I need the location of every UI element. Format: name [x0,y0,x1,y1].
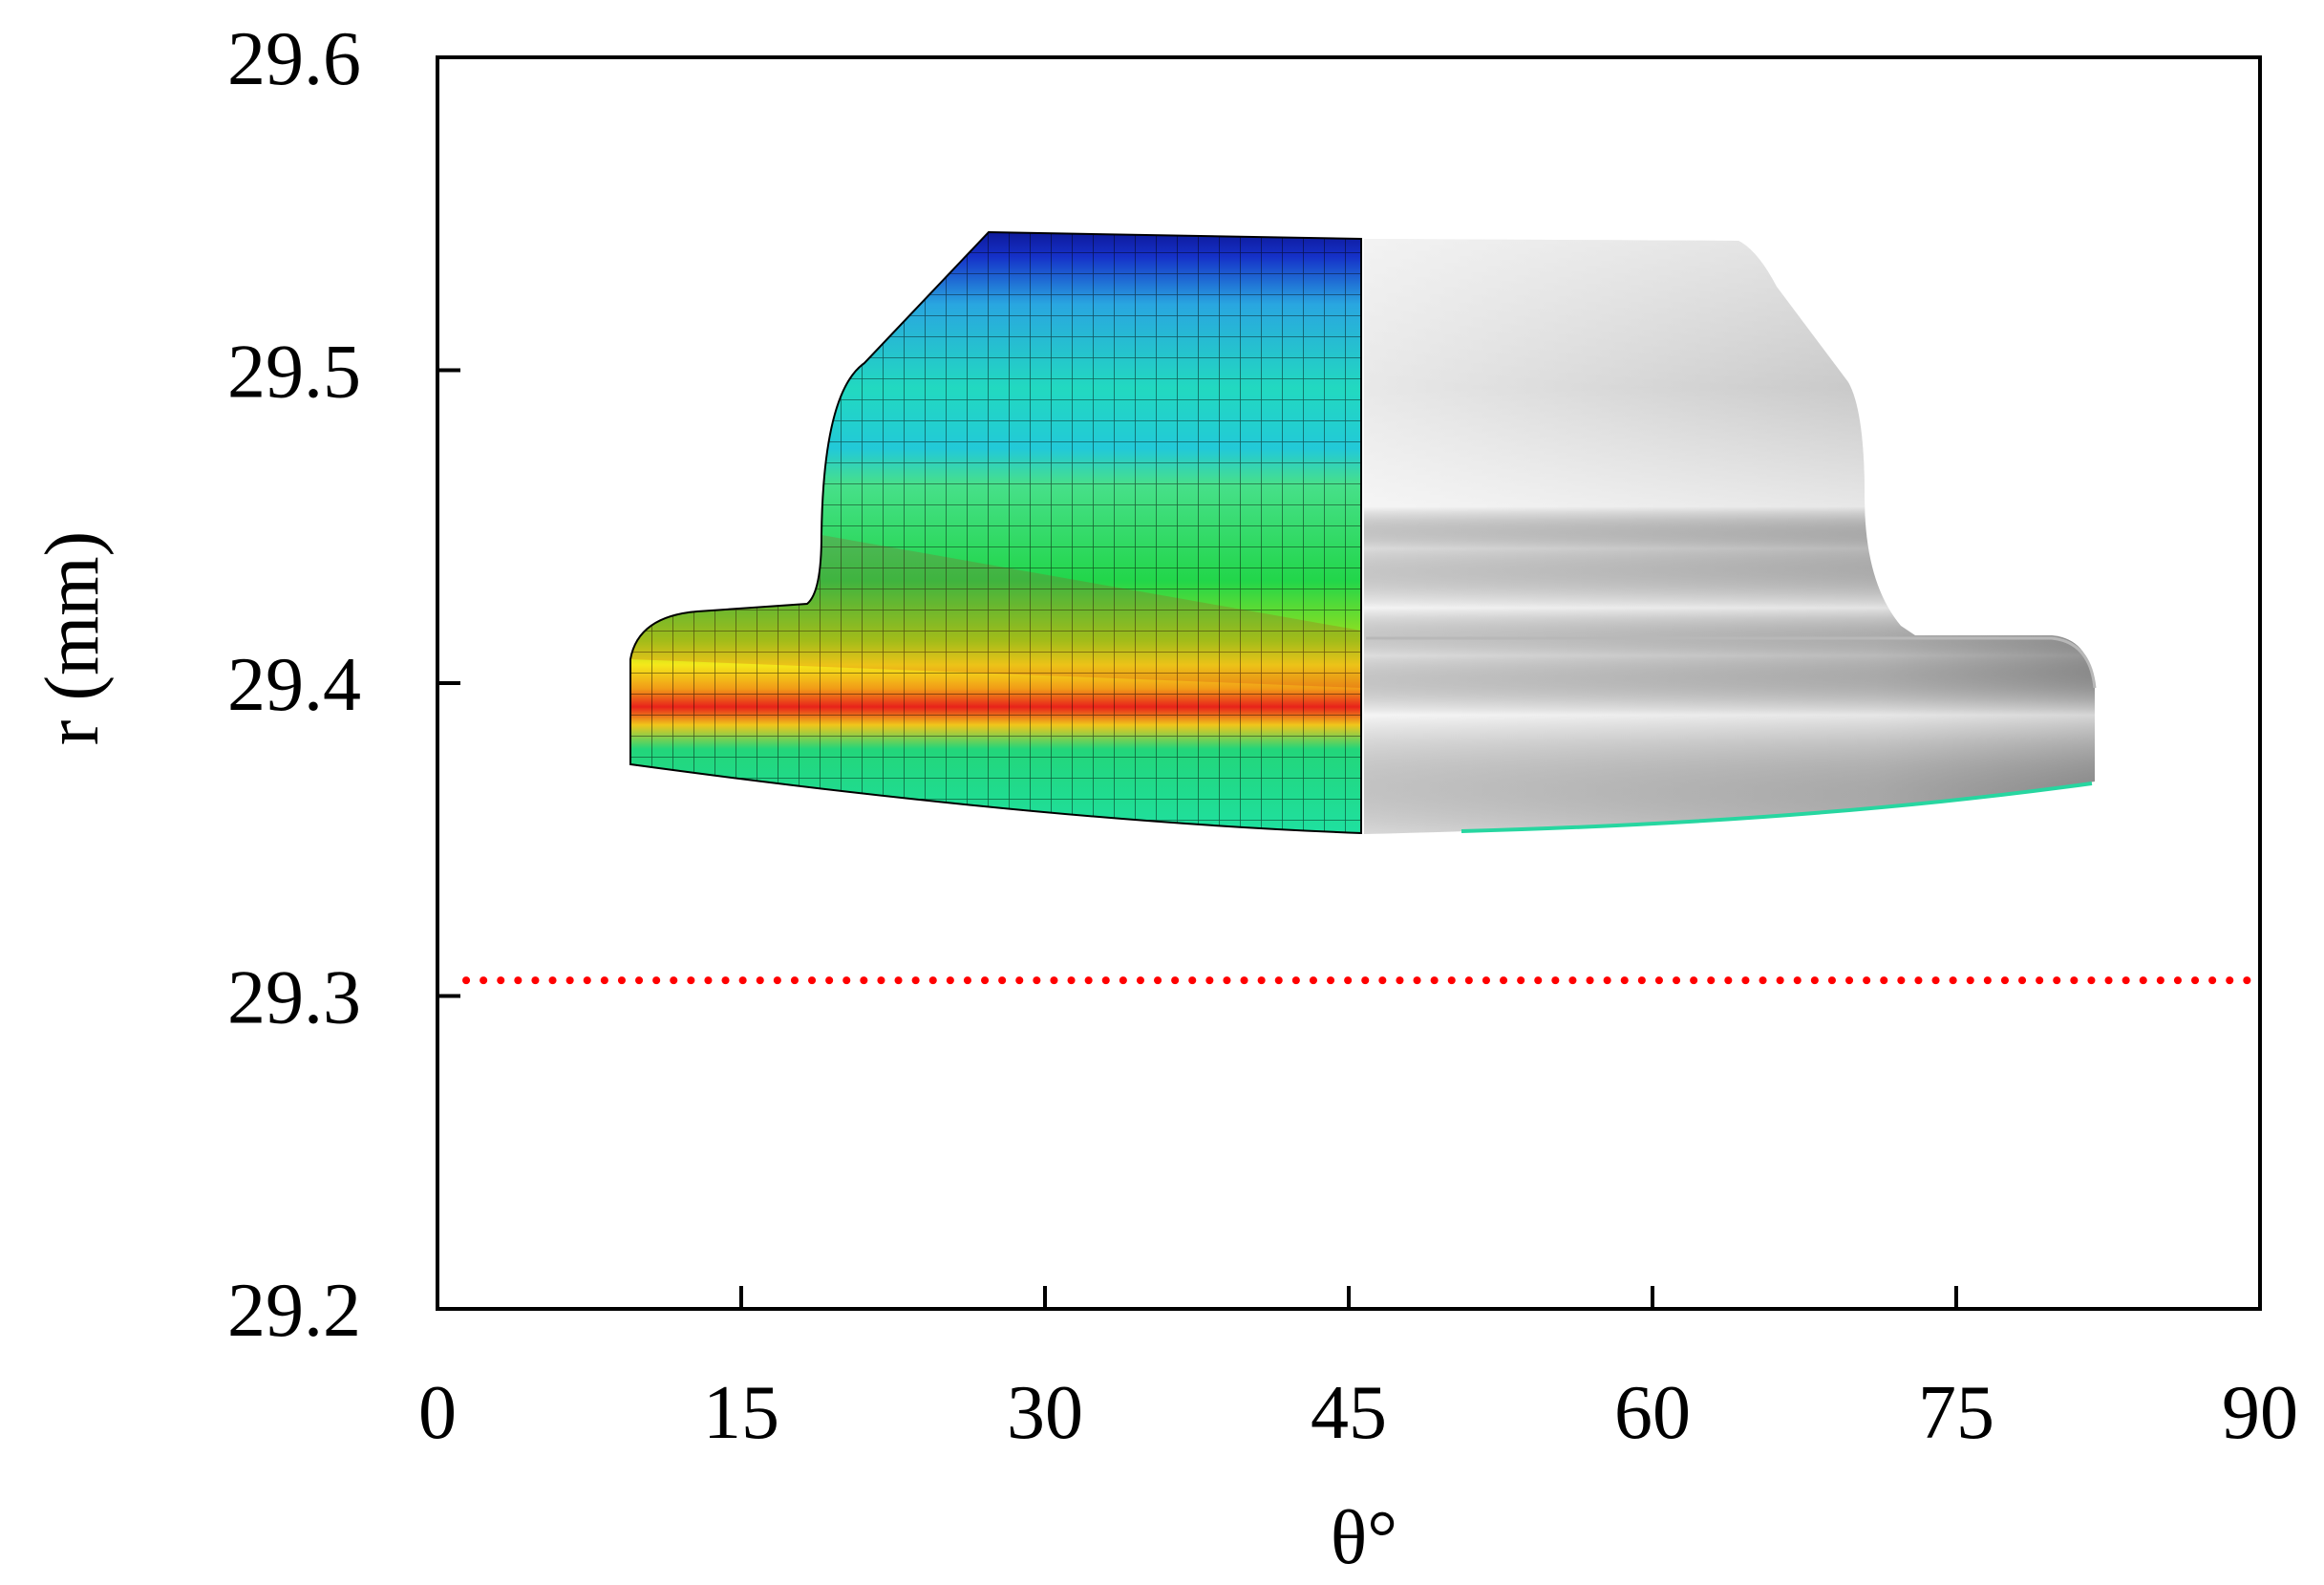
y-tick-29.4: 29.4 [227,643,460,727]
y-tick-label-29.3: 29.3 [227,956,361,1040]
y-tick-29.6: 29.6 [227,17,361,101]
y-tick-label-29.5: 29.5 [227,331,361,415]
x-tick-45: 45 [1311,1286,1387,1455]
y-axis-title: r (mm) [31,531,115,745]
x-tick-label-60: 60 [1614,1371,1691,1455]
y-tick-label-29.2: 29.2 [227,1269,361,1353]
x-tick-label-15: 15 [703,1371,779,1455]
inset-flange-step-shade [630,535,1361,688]
x-tick-30: 30 [1007,1286,1083,1455]
x-tick-15: 15 [703,1286,779,1455]
inset-gray-half [1364,239,2097,834]
x-axis-title: θ° [1331,1496,1397,1580]
x-tick-75: 75 [1918,1286,1994,1455]
x-tick-label-0: 0 [418,1371,457,1455]
inset-mesh-half [629,230,1362,835]
inset-mesh-grid [630,232,1361,833]
y-tick-label-29.6: 29.6 [227,17,361,101]
y-tick-29.3: 29.3 [227,956,460,1040]
inset-3d-rendering [629,230,2097,835]
x-ticks: 0 15 30 45 60 75 90 [418,1286,2298,1455]
inset-gray-flange-top [1366,636,2097,689]
inset-mesh-outline [629,230,1362,835]
x-tick-label-75: 75 [1918,1371,1994,1455]
inset-gray-bands [1364,239,2095,834]
x-tick-label-90: 90 [2222,1371,2298,1455]
x-tick-label-30: 30 [1007,1371,1083,1455]
inset-gray-bottom-edge [1460,782,2093,833]
y-tick-29.2: 29.2 [227,1269,361,1353]
x-tick-0: 0 [418,1371,457,1455]
y-tick-29.5: 29.5 [227,331,460,415]
x-tick-90: 90 [2222,1371,2298,1455]
x-tick-60: 60 [1614,1286,1691,1455]
x-tick-label-45: 45 [1311,1371,1387,1455]
y-tick-label-29.4: 29.4 [227,643,361,727]
y-ticks: 29.2 29.3 29.4 29.5 29.6 [227,17,460,1353]
